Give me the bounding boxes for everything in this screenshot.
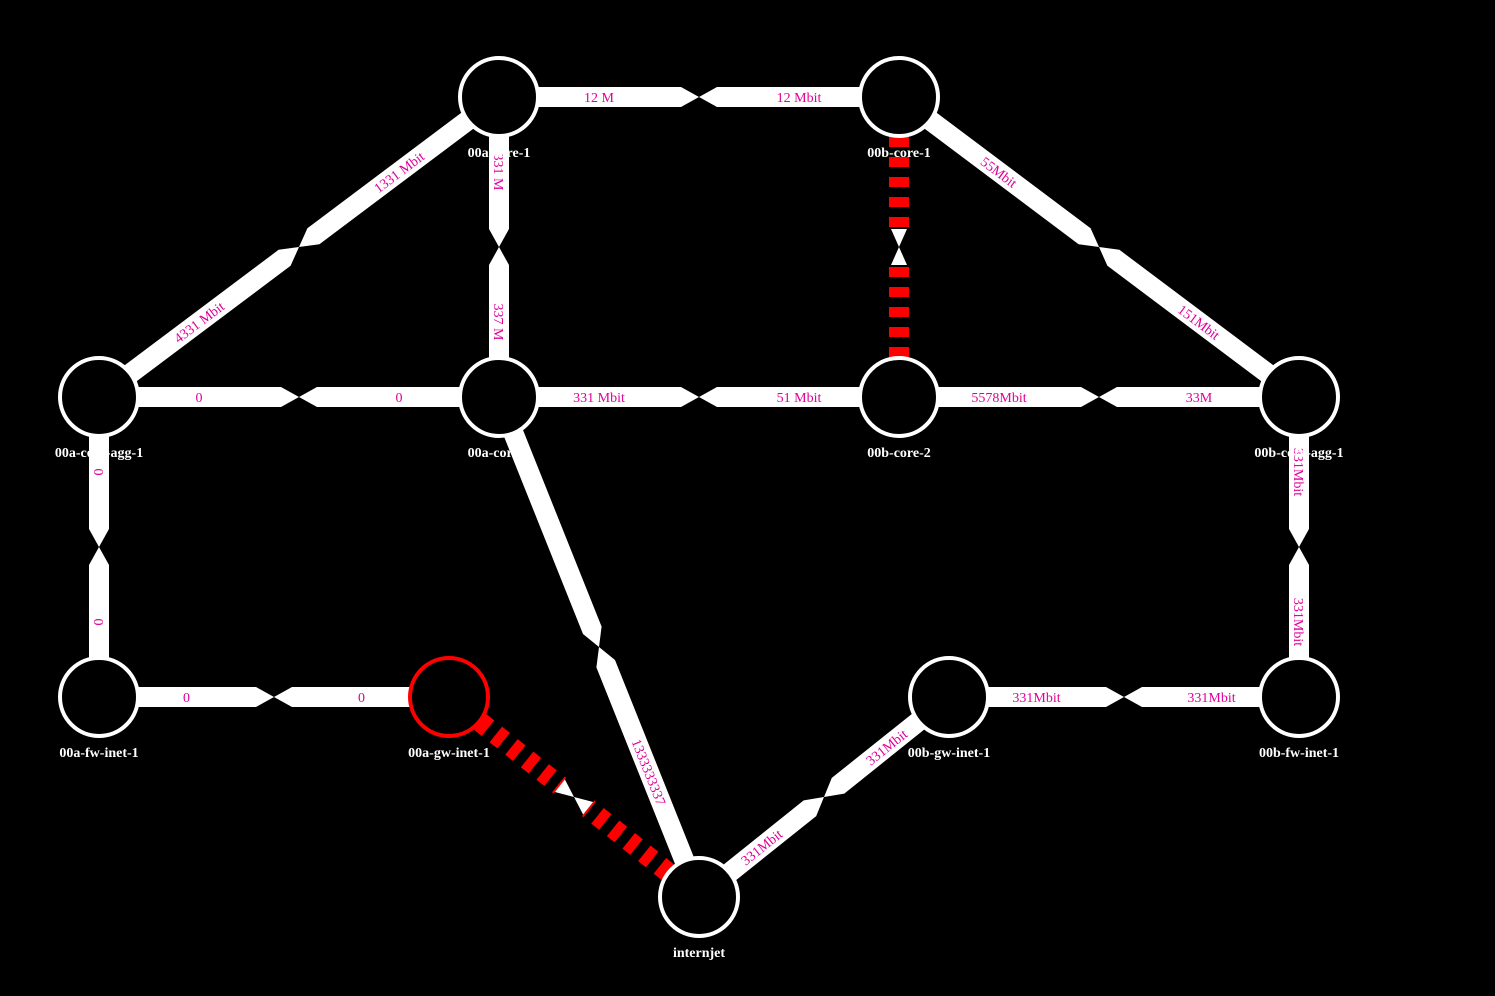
node-circle [58,656,140,738]
node-label: 00a-gw-inet-1 [408,746,490,761]
link-b_core2-b_agg1[interactable]: 5578Mbit 33M [899,387,1299,407]
node-a_gw[interactable]: 00a-gw-inet-1 [408,656,490,761]
node-circle [908,656,990,738]
link-label-in: 337 M [490,304,505,342]
node-label: 00b-core-2 [867,446,931,461]
node-a_core1[interactable]: 00a-core-1 [458,56,540,161]
node-inet[interactable]: internjet [658,856,740,961]
link-arrow-in [1124,687,1299,707]
link-arrow-in [596,647,709,901]
node-label: 00a-core-agg-1 [55,446,143,461]
link-label-out: 5578Mbit [971,391,1026,406]
link-label-out: 331 M [490,154,505,192]
link-b_gw-b_fw[interactable]: 331Mbit 331Mbit [949,687,1299,707]
link-label-in: 0 [358,691,365,706]
link-arrow-in [699,87,899,107]
link-arrow-in [299,387,499,407]
link-label-out: 12 M [584,91,615,106]
node-a_agg1[interactable]: 00a-core-agg-1 [55,356,143,461]
node-b_core1[interactable]: 00b-core-1 [858,56,940,161]
link-arrow-out [93,247,299,405]
node-circle [408,656,490,738]
link-label-out: 331Mbit [1290,448,1305,496]
link-arrow-out [99,687,274,707]
nodes-layer: 00a-core-1 00b-core-1 00a-core-agg-1 00a-co… [55,56,1344,961]
node-label: 00a-fw-inet-1 [59,746,138,761]
node-circle [858,56,940,138]
link-label-in: 331Mbit [1290,598,1305,646]
node-b_agg1[interactable]: 00b-core-agg-1 [1254,356,1344,461]
link-label-in: 33M [1186,391,1213,406]
link-label-out: 0 [196,391,203,406]
link-a_core1-b_core1[interactable]: 12 M 12 Mbit [499,87,899,107]
node-a_core2[interactable]: 00a-core-2 [458,356,540,461]
node-circle [858,356,940,438]
link-label-in: 51 Mbit [777,391,822,406]
link-half-b-tip [891,247,907,265]
link-a_core2-b_core2[interactable]: 331 Mbit 51 Mbit [499,387,899,407]
node-circle [458,356,540,438]
link-arrow-out [899,387,1099,407]
link-arrow-out [99,387,299,407]
link-label-out: 0 [183,691,190,706]
link-arrow-out [499,87,699,107]
node-label: 00b-core-1 [867,146,931,161]
node-label: internjet [673,946,725,961]
node-label: 00b-core-agg-1 [1254,446,1343,461]
link-arrow-in [274,687,449,707]
link-arrow-out [949,687,1124,707]
link-label-out: 0 [90,469,105,476]
node-b_fw[interactable]: 00b-fw-inet-1 [1258,656,1340,761]
node-label: 00a-core-1 [468,146,531,161]
link-half-b-tip [574,797,594,815]
node-circle [1258,356,1340,438]
link-label-out: 331Mbit [1012,691,1060,706]
node-label: 00b-gw-inet-1 [908,746,990,761]
link-arrow-in [699,387,899,407]
link-arrow-in [1099,247,1305,405]
node-b_core2[interactable]: 00b-core-2 [858,356,940,461]
node-b_gw[interactable]: 00b-gw-inet-1 [908,656,990,761]
node-label: 00b-fw-inet-1 [1259,746,1339,761]
link-half-a-tip [554,779,574,797]
node-circle [58,356,140,438]
link-arrow-out [893,89,1099,247]
node-a_fw[interactable]: 00a-fw-inet-1 [58,656,140,761]
link-label-in: 0 [396,391,403,406]
link-arrow-in [299,89,505,247]
node-circle [458,56,540,138]
node-circle [1258,656,1340,738]
link-label-in: 0 [90,619,105,626]
link-label-in: 12 Mbit [777,91,822,106]
link-label-in: 331Mbit [1187,691,1235,706]
node-label: 00a-core-2 [468,446,531,461]
link-label-out: 331 Mbit [573,391,625,406]
node-circle [658,856,740,938]
link-half-a-tip [891,229,907,247]
link-arrow-out [489,393,602,647]
link-arrow-out [499,387,699,407]
link-arrow-in [1099,387,1299,407]
